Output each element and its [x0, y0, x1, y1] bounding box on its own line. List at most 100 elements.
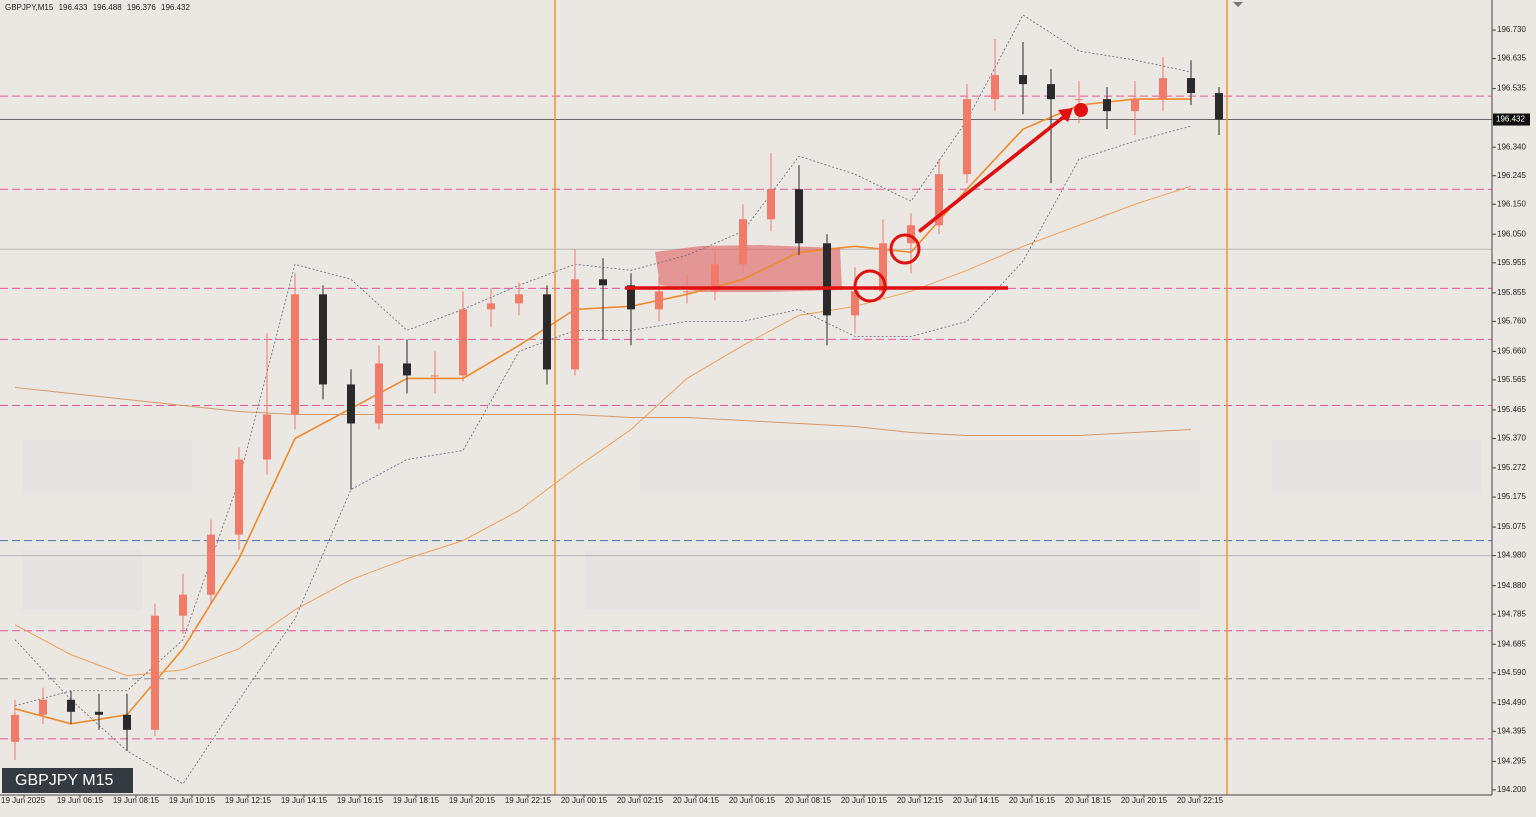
- candle-body: [291, 294, 299, 415]
- candle-body: [1159, 78, 1167, 100]
- y-tick-label: 196.730: [1497, 25, 1526, 34]
- x-tick-label: 20 Jun 08:15: [785, 796, 832, 805]
- x-tick-label: 20 Jun 04:15: [673, 796, 720, 805]
- last-price-label: 196.432: [1496, 115, 1525, 124]
- indicator-line: [14, 386, 1192, 436]
- candles: [11, 39, 1223, 760]
- y-tick-label: 196.535: [1497, 84, 1526, 93]
- y-tick-label: 194.590: [1497, 668, 1526, 677]
- header-open: 196.433: [59, 3, 88, 12]
- x-tick-label: 19 Jun 20:15: [449, 796, 496, 805]
- y-tick-label: 194.395: [1497, 726, 1526, 735]
- candle-body: [431, 375, 439, 377]
- y-tick-label: 194.490: [1497, 698, 1526, 707]
- candle-body: [39, 699, 47, 715]
- x-tick-label: 19 Jun 22:15: [505, 796, 552, 805]
- y-tick-label: 194.880: [1497, 581, 1526, 590]
- y-tick-label: 194.980: [1497, 551, 1526, 560]
- x-tick-label: 19 Jun 14:15: [281, 796, 328, 805]
- x-tick-label: 19 Jun 10:15: [169, 796, 216, 805]
- x-tick-label: 20 Jun 12:15: [897, 796, 944, 805]
- x-tick-label: 19 Jun 08:15: [113, 796, 160, 805]
- session-box: [585, 550, 1200, 610]
- y-tick-label: 194.200: [1497, 785, 1526, 794]
- session-box: [22, 550, 142, 610]
- candle-body: [459, 309, 467, 376]
- y-tick-label: 195.075: [1497, 522, 1526, 531]
- x-tick-label: 19 Jun 18:15: [393, 796, 440, 805]
- x-tick-label: 20 Jun 20:15: [1121, 796, 1168, 805]
- session-box: [22, 440, 192, 495]
- header-low: 196.376: [127, 3, 156, 12]
- candle-body: [207, 534, 215, 595]
- y-tick-label: 194.785: [1497, 609, 1526, 618]
- y-tick-label: 195.175: [1497, 492, 1526, 501]
- x-tick-label: 20 Jun 06:15: [729, 796, 776, 805]
- candle-body: [1131, 99, 1139, 112]
- annotation-arrow: [918, 108, 1073, 233]
- session-box: [1272, 440, 1482, 495]
- y-tick-label: 195.272: [1497, 463, 1526, 472]
- x-tick-label: 20 Jun 10:15: [841, 796, 888, 805]
- x-tick-label: 20 Jun 14:15: [953, 796, 1000, 805]
- y-tick-label: 195.955: [1497, 258, 1526, 267]
- candle-body: [1215, 93, 1223, 120]
- x-tick-label: 19 Jun 2025: [1, 796, 46, 805]
- x-tick-label: 20 Jun 16:15: [1009, 796, 1056, 805]
- candle-body: [851, 291, 859, 316]
- x-tick-label: 20 Jun 22:15: [1177, 796, 1224, 805]
- levels: [0, 95, 1492, 740]
- candle-body: [151, 615, 159, 730]
- candle-body: [823, 243, 831, 316]
- y-tick-label: 196.245: [1497, 171, 1526, 180]
- time-axis: 19 Jun 2025 19 Jun 06:15 19 Jun 08:15 19 Ju…: [1, 795, 1224, 805]
- candle-body: [599, 279, 607, 286]
- candle-body: [795, 189, 803, 244]
- last-price-box: [1493, 113, 1530, 126]
- candle-body: [263, 414, 271, 460]
- candle-body: [487, 303, 495, 310]
- indicator-line: [14, 185, 1192, 677]
- chart-label: GBPJPY M15: [15, 772, 114, 789]
- candle-body: [627, 285, 635, 310]
- candle-body: [1187, 78, 1195, 94]
- candle-body: [67, 699, 75, 712]
- symbol: GBPJPY,M15: [5, 3, 54, 12]
- y-tick-label: 194.295: [1497, 756, 1526, 765]
- candle-body: [935, 174, 943, 226]
- y-tick-label: 196.150: [1497, 199, 1526, 208]
- candle-body: [123, 714, 131, 730]
- annotation-circle: [889, 233, 921, 265]
- header: GBPJPY,M15 196.433 196.488 196.376 196.4…: [5, 3, 191, 12]
- candle-body: [11, 714, 19, 742]
- candle-body: [683, 291, 691, 293]
- header-close: 196.432: [161, 3, 190, 12]
- x-tick-label: 20 Jun 00:15: [561, 796, 608, 805]
- price-axis: 196.730 196.635 196.535 196.340 196.245 196.1…: [1492, 25, 1530, 794]
- candle-body: [515, 294, 523, 304]
- candle-body: [767, 189, 775, 220]
- candle-body: [1075, 99, 1083, 101]
- y-tick-label: 195.760: [1497, 316, 1526, 325]
- candle-body: [711, 264, 719, 292]
- x-tick-label: 19 Jun 06:15: [57, 796, 104, 805]
- candle-body: [319, 294, 327, 385]
- candle-body: [991, 75, 999, 100]
- candle-body: [739, 219, 747, 265]
- y-tick-label: 195.855: [1497, 288, 1526, 297]
- shift-marker: [1233, 2, 1243, 7]
- header-high: 196.488: [93, 3, 122, 12]
- x-tick-label: 19 Jun 16:15: [337, 796, 384, 805]
- candle-body: [375, 363, 383, 424]
- candle-body: [655, 291, 663, 310]
- y-tick-label: 195.370: [1497, 434, 1526, 443]
- zone-highlight: [655, 245, 842, 292]
- x-tick-label: 19 Jun 12:15: [225, 796, 272, 805]
- y-tick-label: 196.635: [1497, 54, 1526, 63]
- candle-body: [1019, 75, 1027, 85]
- candle-body: [571, 279, 579, 370]
- y-tick-label: 195.465: [1497, 405, 1526, 414]
- candle-body: [907, 225, 915, 244]
